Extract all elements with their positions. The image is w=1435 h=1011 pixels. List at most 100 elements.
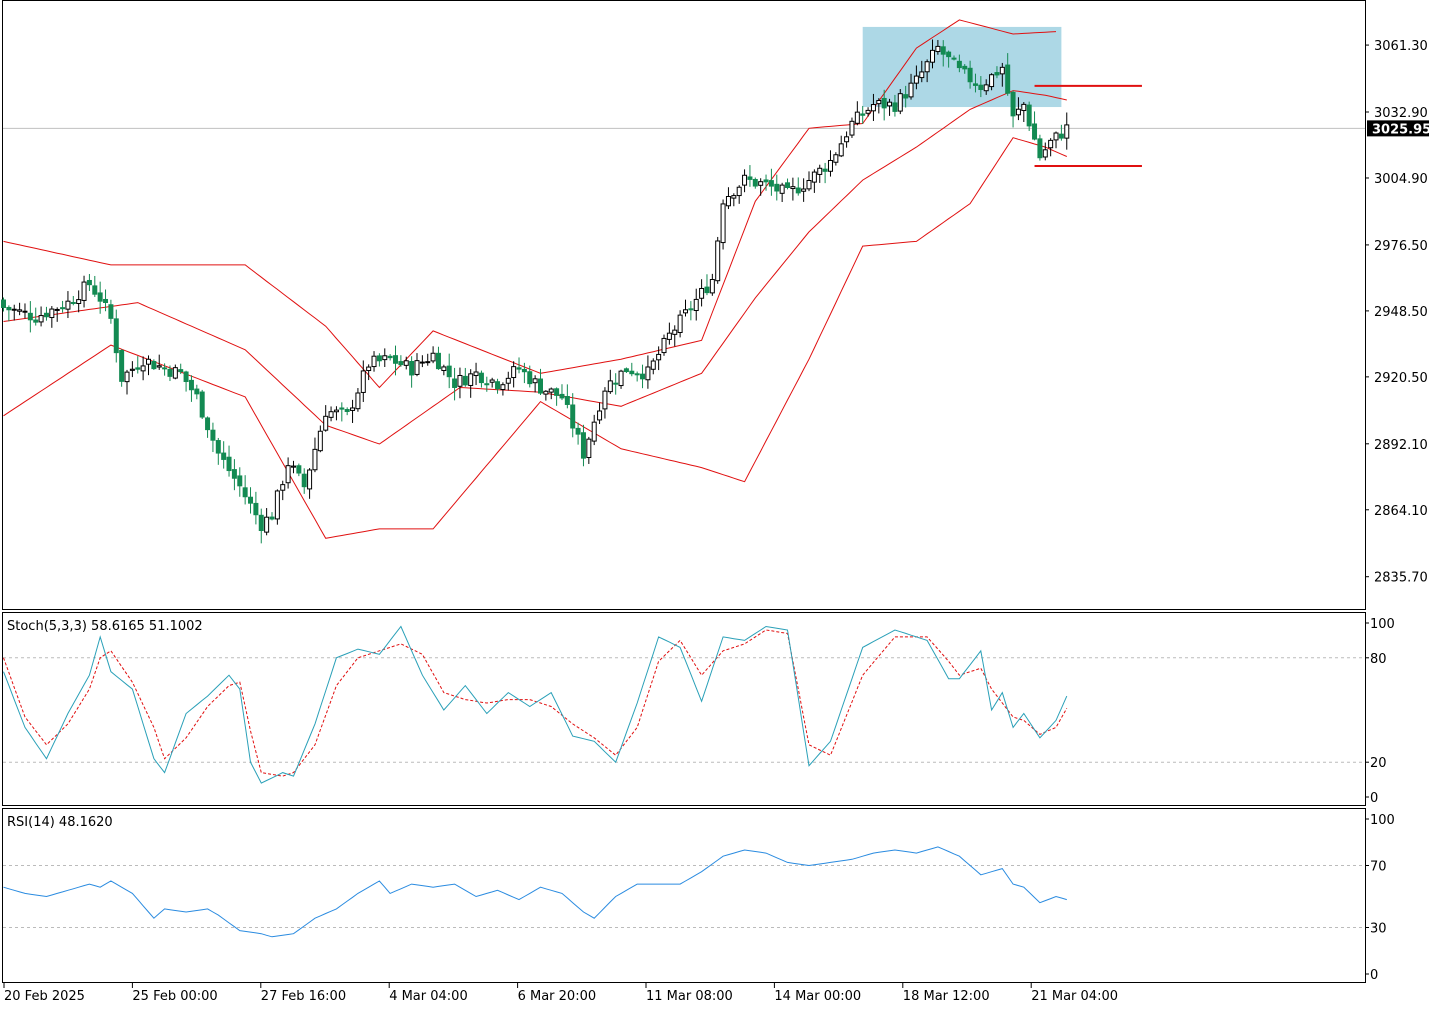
candle [887, 98, 893, 116]
candle-body [640, 373, 646, 380]
candle [1053, 131, 1059, 149]
indicator-tick-label: 30 [1370, 922, 1387, 937]
main-panel-frame [2, 0, 1366, 610]
candle [532, 375, 538, 393]
candle [312, 437, 318, 473]
candle-body [554, 388, 560, 396]
candle-body [870, 104, 876, 112]
candle [962, 64, 968, 74]
candle [473, 362, 479, 386]
candle-body [538, 378, 543, 394]
candle [382, 348, 388, 368]
candle [317, 425, 323, 453]
indicator-tick-label: 70 [1370, 860, 1387, 875]
candle [747, 165, 753, 187]
candle-body [806, 180, 812, 190]
time-tick-label: 27 Feb 16:00 [261, 989, 346, 1004]
candle-body [849, 120, 855, 136]
candle [742, 169, 748, 193]
candle [779, 182, 785, 203]
candle [575, 422, 581, 445]
candle-body [956, 60, 962, 69]
candle-body [248, 496, 254, 504]
candle-body [81, 281, 87, 301]
candle-body [623, 368, 629, 373]
candle [60, 300, 66, 313]
candle-body [419, 361, 425, 364]
candle-body [178, 369, 184, 373]
time-tick-label: 6 Mar 20:00 [518, 989, 597, 1004]
candle [768, 168, 774, 196]
candle [360, 360, 366, 402]
candle [897, 89, 903, 115]
candle-body [811, 171, 817, 183]
candle [1010, 90, 1016, 128]
candle [435, 346, 441, 370]
candle-body [575, 427, 581, 435]
candle-body [629, 370, 635, 375]
time-tick-label: 11 Mar 08:00 [646, 989, 733, 1004]
candle [253, 491, 259, 525]
candle-body [11, 308, 17, 311]
candle [967, 60, 973, 89]
candle-body [693, 298, 699, 312]
candle-body [183, 371, 189, 383]
candle-body [656, 353, 662, 361]
candle [124, 369, 130, 395]
candle [33, 307, 39, 326]
candle-body [54, 308, 60, 311]
candle [516, 357, 522, 374]
candle-body [387, 355, 393, 359]
candle [699, 279, 705, 307]
candle [989, 73, 995, 91]
candle [849, 117, 855, 138]
candle [838, 135, 844, 158]
candle [661, 334, 667, 356]
candle-body [887, 101, 893, 107]
candle [376, 353, 382, 367]
candle [398, 355, 404, 367]
candle-body [1021, 103, 1027, 112]
candle [785, 178, 791, 190]
candle [994, 66, 1000, 79]
candle-body [135, 367, 141, 370]
candle [634, 371, 640, 382]
candle [430, 346, 436, 364]
candle [715, 236, 721, 284]
candle-body [597, 410, 603, 421]
candle-body [366, 366, 372, 372]
candle [999, 62, 1005, 87]
candle [226, 445, 232, 477]
candle [307, 468, 313, 499]
candle-body [505, 377, 511, 384]
price-tick-label: 3032.90 [1374, 106, 1428, 121]
candle-body [779, 184, 785, 194]
candle-body [484, 383, 490, 386]
candle-body [913, 75, 919, 84]
candle [264, 508, 270, 536]
candle-body [430, 352, 436, 362]
candle-body [1058, 133, 1064, 139]
candle [258, 508, 264, 544]
candle [607, 369, 613, 394]
candle [1037, 134, 1043, 161]
candle [951, 55, 957, 61]
candle-body [339, 407, 345, 410]
candle [720, 199, 726, 250]
candle [81, 275, 87, 308]
candle-body [167, 368, 173, 377]
candle [489, 377, 495, 388]
candle [597, 402, 603, 425]
candle [682, 299, 688, 317]
candle [924, 59, 930, 83]
candle-body [414, 360, 420, 375]
candle [870, 93, 876, 121]
candle-body [119, 349, 125, 382]
candle-body [344, 409, 350, 412]
current-price-label: 3025.95 [1372, 122, 1431, 137]
candle-body [92, 285, 98, 295]
candle [129, 361, 135, 378]
candle [677, 310, 683, 338]
candle-body [827, 159, 833, 172]
candle [344, 407, 350, 416]
